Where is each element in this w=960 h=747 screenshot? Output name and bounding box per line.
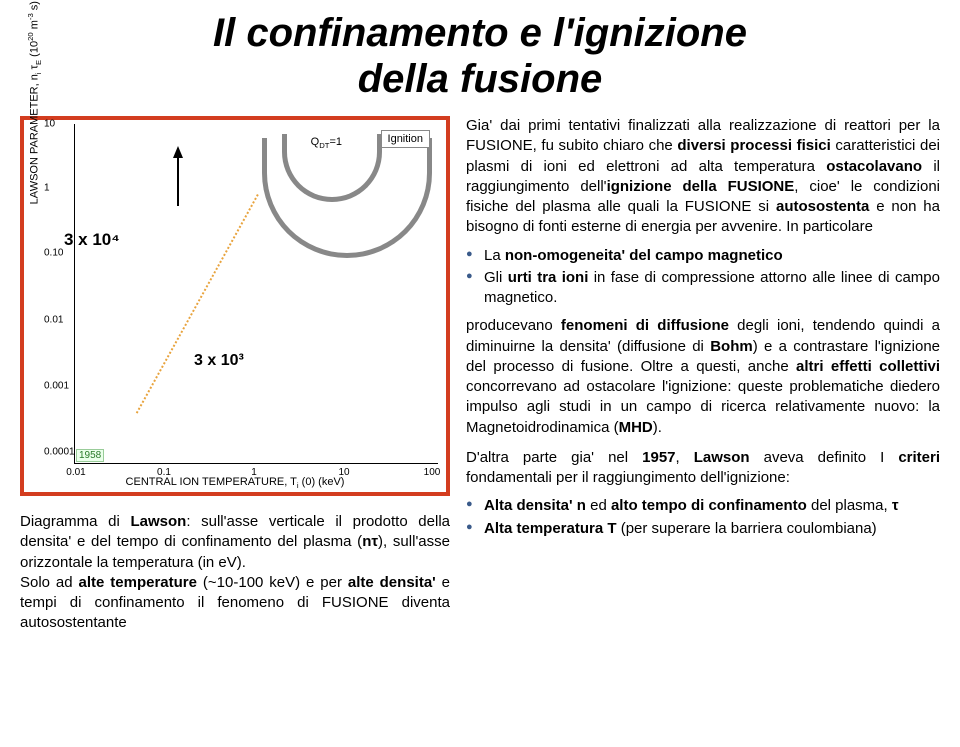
xtick: 1 [251, 467, 257, 478]
temperature-arrow [136, 194, 259, 414]
xtick: 0.1 [157, 467, 171, 478]
annotation-3x10-3: 3 x 10³ [194, 352, 244, 370]
ignition-label: Ignition [381, 130, 430, 148]
ytick: 0.10 [44, 248, 63, 259]
lawson-chart: LAWSON PARAMETER, ni τE (1020 m-3 s) CEN… [20, 116, 450, 496]
year-tag-1958: 1958 [76, 449, 104, 462]
bullet-list-2: Alta densita' n ed alto tempo di confina… [466, 496, 940, 539]
ytick: 0.001 [44, 381, 69, 392]
chart-plot-area: QDT=1 Ignition [74, 124, 438, 464]
right-p1: Gia' dai primi tentativi finalizzati all… [466, 116, 940, 238]
up-arrow-line [177, 156, 179, 206]
ytick: 1 [44, 183, 50, 194]
ytick: 10 [44, 119, 55, 130]
page-title: Il confinamento e l'ignizione della fusi… [20, 10, 940, 102]
list-item: La non-omogeneita' del campo magnetico [466, 246, 940, 266]
q-label: QDT=1 [311, 136, 342, 150]
list-item: Alta temperatura T (per superare la barr… [466, 519, 940, 539]
xtick: 10 [338, 467, 349, 478]
left-column: LAWSON PARAMETER, ni τE (1020 m-3 s) CEN… [20, 116, 450, 634]
chart-ylabel: LAWSON PARAMETER, ni τE (1020 m-3 s) [26, 1, 43, 204]
ytick: 0.0001 [44, 447, 75, 458]
xtick: 0.01 [66, 467, 85, 478]
list-item: Gli urti tra ioni in fase di compression… [466, 268, 940, 309]
chart-caption: Diagramma di Lawson: sull'asse verticale… [20, 512, 450, 634]
title-line-2: della fusione [358, 57, 603, 101]
xtick: 100 [424, 467, 441, 478]
title-line-1: Il confinamento e l'ignizione [213, 11, 747, 55]
right-p3: D'altra parte gia' nel 1957, Lawson avev… [466, 448, 940, 489]
caption-p1: Diagramma di Lawson: sull'asse verticale… [20, 512, 450, 573]
right-p2: producevano fenomeni di diffusione degli… [466, 316, 940, 438]
right-column: Gia' dai primi tentativi finalizzati all… [466, 116, 940, 634]
list-item: Alta densita' n ed alto tempo di confina… [466, 496, 940, 516]
bullet-list-1: La non-omogeneita' del campo magnetico G… [466, 246, 940, 309]
ytick: 0.01 [44, 315, 63, 326]
caption-p2: Solo ad alte temperature (~10-100 keV) e… [20, 573, 450, 634]
content-columns: LAWSON PARAMETER, ni τE (1020 m-3 s) CEN… [20, 116, 940, 634]
annotation-3x10-4: 3 x 10⁴ [64, 230, 120, 250]
